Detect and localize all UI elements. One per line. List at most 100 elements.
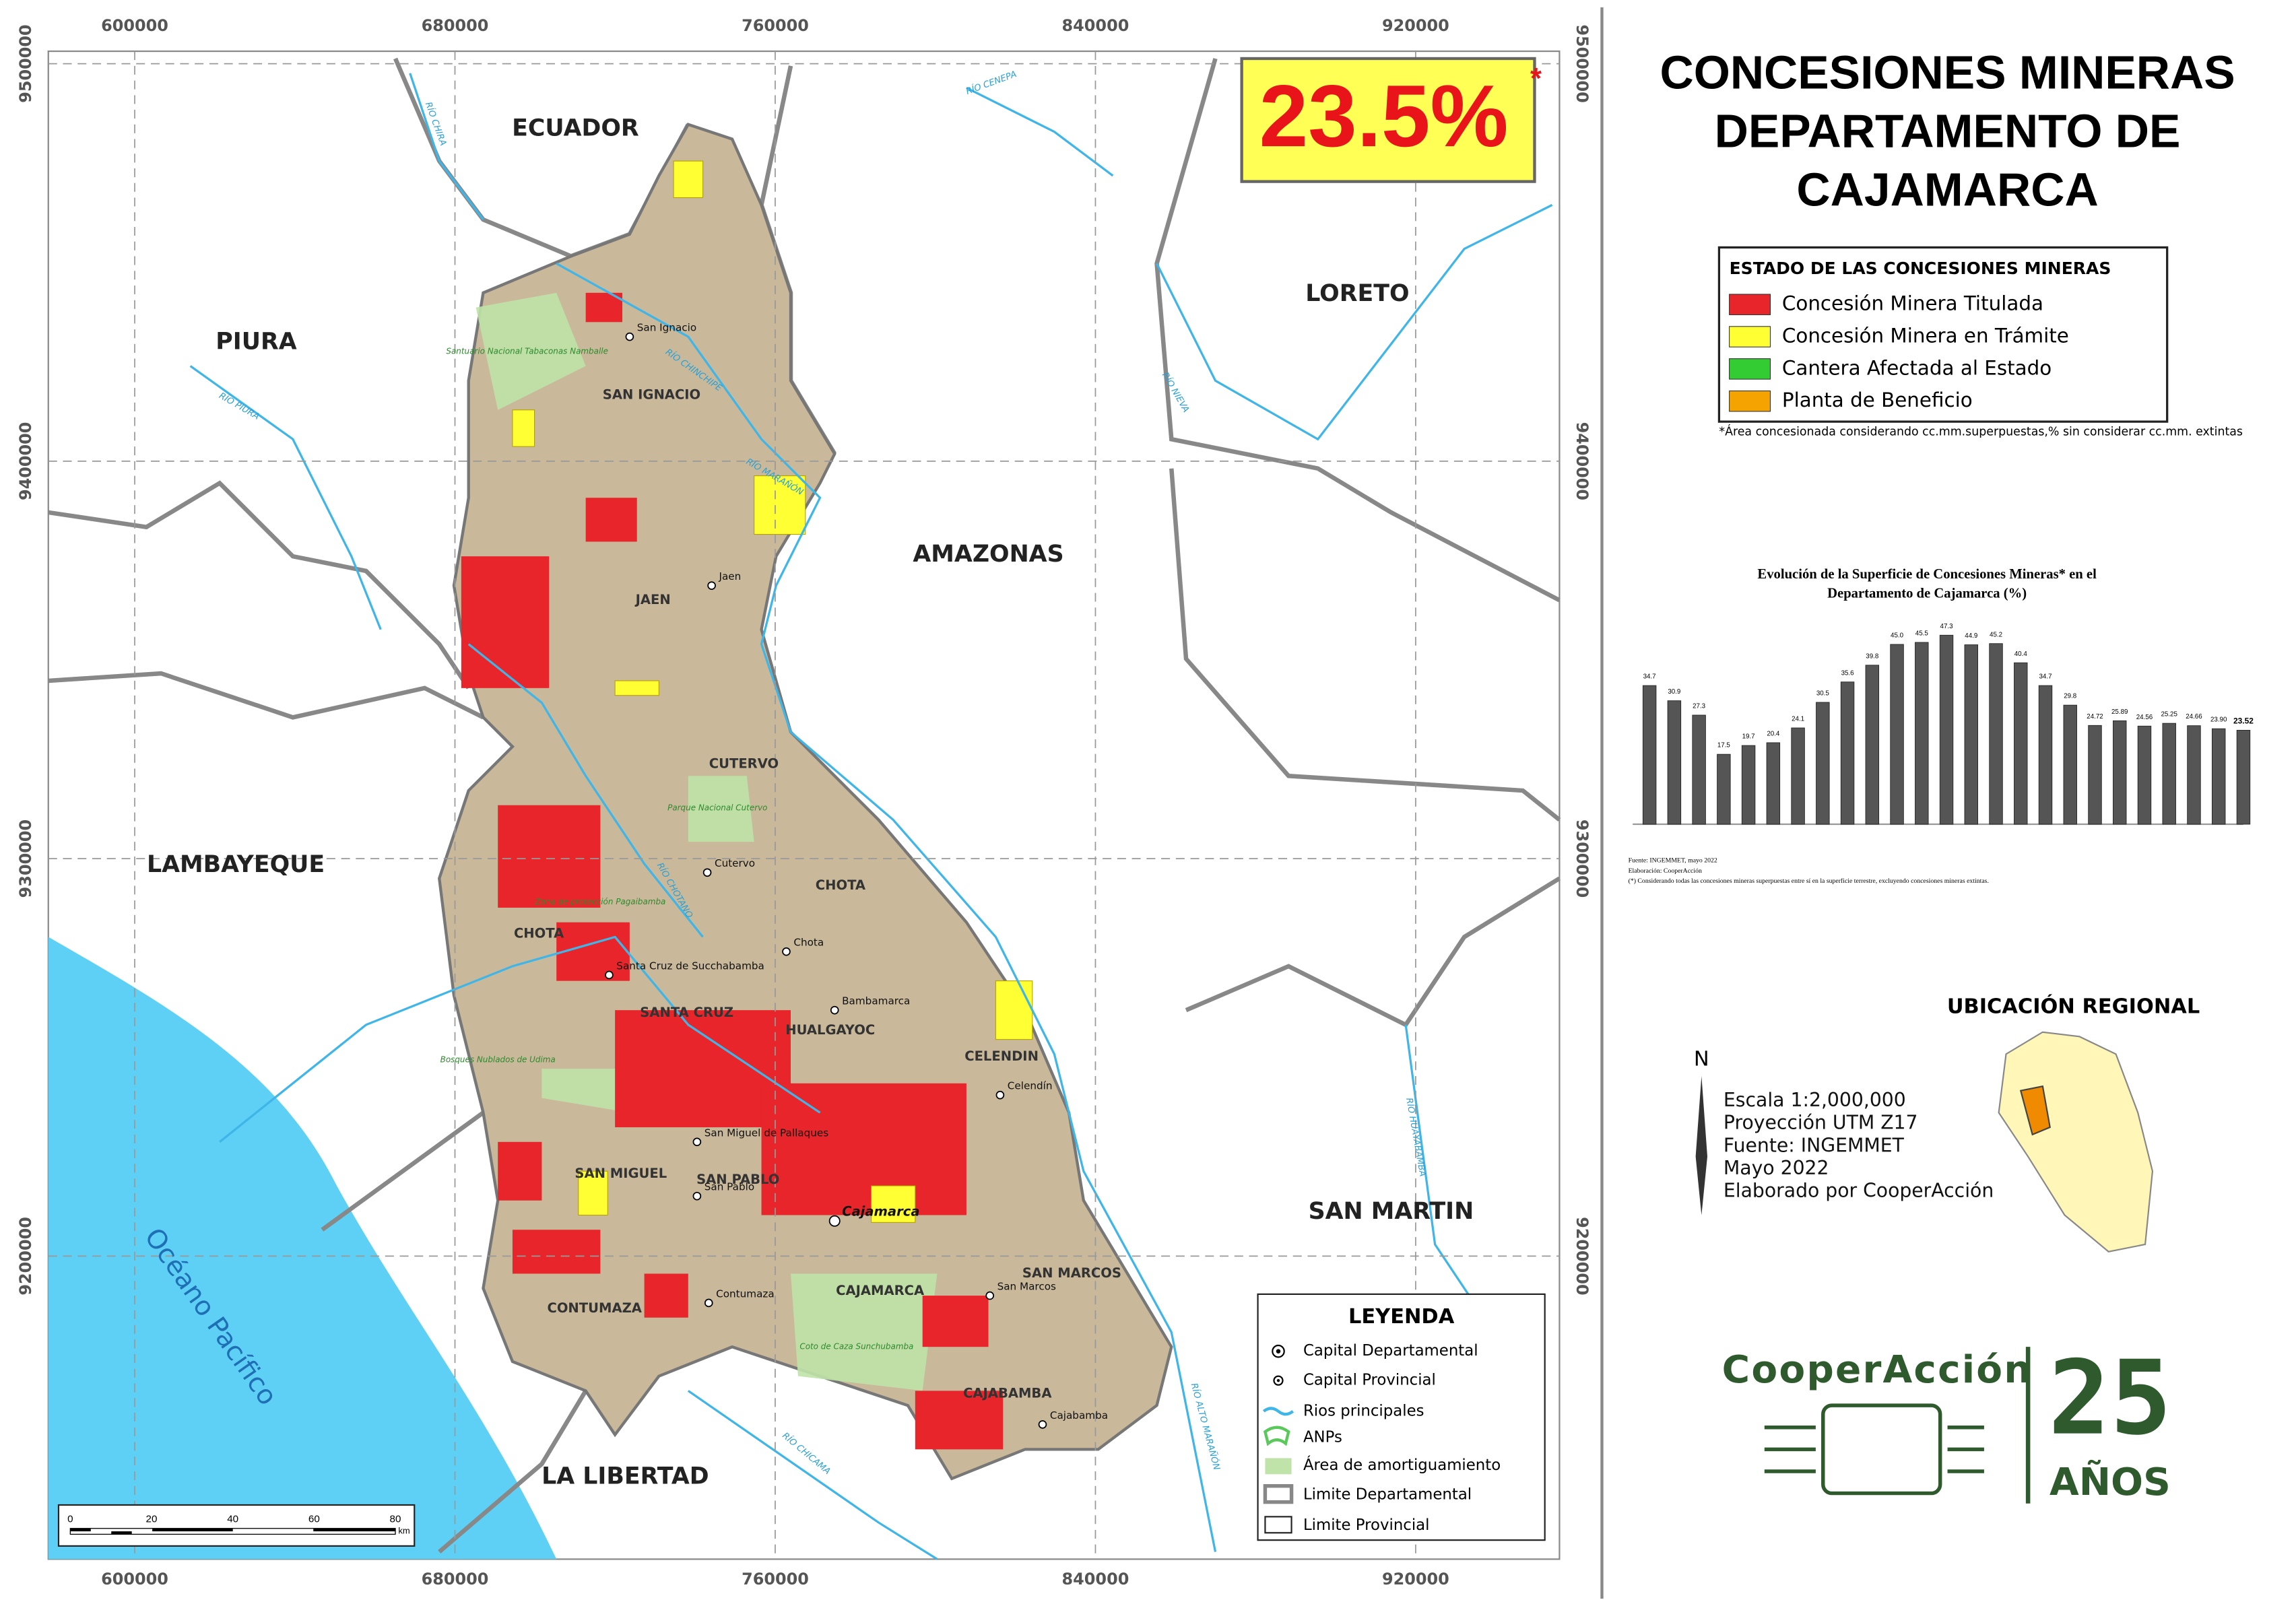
- region-label: ECUADOR: [512, 114, 639, 141]
- city-label: Santa Cruz de Succhabamba: [616, 960, 764, 972]
- bar: [1989, 643, 2003, 825]
- map-legend: [1257, 1293, 1546, 1541]
- logo-years: 25: [2048, 1339, 2171, 1458]
- bar: [2162, 723, 2176, 825]
- province-label: CAJAMARCA: [836, 1283, 925, 1298]
- pending-patches: [512, 160, 1033, 1223]
- legend-label: Concesión Minera Titulada: [1782, 292, 2043, 315]
- bar: [2038, 685, 2053, 825]
- percent: 23.5%: [1259, 67, 1509, 165]
- y-coord-label: 9400000: [1573, 422, 1592, 500]
- x-coord-label: 600000: [101, 16, 168, 35]
- city-marker: [704, 1298, 713, 1308]
- value-label: 39.8: [1866, 653, 1878, 660]
- bar: [1890, 644, 1904, 825]
- bar: [2211, 728, 2226, 825]
- city-marker: [692, 1191, 702, 1201]
- city-marker: [985, 1291, 995, 1300]
- map-legend-label: ANPs: [1303, 1428, 1342, 1446]
- bar: [1642, 685, 1657, 825]
- map-legend-label: Capital Provincial: [1303, 1372, 1436, 1389]
- legend-label: Cantera Afectada al Estado: [1782, 356, 2052, 379]
- x-coord-label: 920000: [1382, 16, 1449, 35]
- city-label: Cajabamba: [1050, 1409, 1108, 1421]
- x-coord-label: 680000: [422, 16, 489, 35]
- city-marker: [828, 1215, 841, 1227]
- value-label: 24.72: [2087, 713, 2103, 721]
- y-coord-label: 9200000: [16, 1217, 35, 1295]
- chart-title: Evolución de la Superficie de Concesione…: [1757, 567, 2097, 582]
- city-label: Contumaza: [716, 1287, 775, 1300]
- value-label: 17.5: [1717, 742, 1731, 749]
- bar: [1964, 644, 1979, 825]
- ocean: [48, 937, 557, 1560]
- bar: [2113, 720, 2127, 825]
- info-line: Mayo 2022: [1724, 1157, 1829, 1179]
- bar: [2187, 725, 2201, 825]
- region-label: PIURA: [216, 329, 296, 356]
- anp-label: Coto de Caza Sunchubamba: [799, 1342, 913, 1351]
- city-marker: [702, 868, 712, 877]
- scale-unit: km: [398, 1526, 409, 1536]
- city-label: Chota: [793, 937, 824, 949]
- y-coord-label: 9500000: [16, 24, 35, 102]
- value-label: 25.25: [2161, 711, 2177, 718]
- city-marker: [830, 1005, 839, 1015]
- province-label: CUTERVO: [709, 756, 779, 771]
- bar: [1865, 665, 1880, 825]
- legend-swatch: [1729, 294, 1771, 315]
- map-legend-label: Capital Departamental: [1303, 1342, 1478, 1360]
- province-label: SAN MARCOS: [1022, 1265, 1121, 1281]
- north-label: N: [1694, 1048, 1709, 1071]
- x-coord-label: 760000: [742, 1570, 809, 1588]
- map-legend-label: Limite Departamental: [1303, 1485, 1472, 1503]
- city-marker: [692, 1137, 702, 1147]
- bar: [1939, 634, 1954, 825]
- value-label: 27.3: [1693, 703, 1705, 710]
- y-coord-label: 9400000: [16, 422, 35, 500]
- logo-years-label: AÑOS: [2049, 1459, 2171, 1504]
- scale-segments: [70, 1528, 396, 1535]
- bar: [1766, 742, 1781, 825]
- value-label: 44.9: [1965, 632, 1977, 640]
- value-label: 34.7: [2039, 673, 2052, 681]
- value-label: 34.7: [1643, 673, 1656, 681]
- province-label: SANTA CRUZ: [640, 1005, 733, 1020]
- scale-label: 0: [67, 1514, 73, 1525]
- province-label: CHOTA: [816, 877, 866, 893]
- y-coord-label: 9500000: [1573, 24, 1592, 102]
- x-coord-label: 840000: [1062, 1570, 1129, 1588]
- percent-box: [1240, 57, 1536, 183]
- scale-label: 60: [308, 1514, 320, 1525]
- location-title: UBICACIÓN REGIONAL: [1947, 993, 2200, 1018]
- city-label: San Miguel de Pallaques: [704, 1127, 829, 1139]
- title-line: CONCESIONES MINERAS: [1660, 46, 2235, 98]
- city-marker: [605, 970, 614, 980]
- graticule: [48, 51, 1560, 1560]
- asterisk: *: [1530, 63, 1542, 95]
- city-marker: [995, 1090, 1005, 1100]
- anp-label: Zona de protección Pagaibamba: [534, 897, 665, 906]
- x-coord-label: 760000: [742, 16, 809, 35]
- value-label: 30.5: [1816, 690, 1830, 698]
- scale-label: 40: [227, 1514, 238, 1525]
- x-coord-label: 600000: [101, 1570, 168, 1588]
- city-label: San Pablo: [704, 1181, 754, 1193]
- logo-name: CooperAcción: [1722, 1348, 2033, 1392]
- value-label: 24.66: [2186, 713, 2202, 721]
- x-coord-label: 680000: [422, 1570, 489, 1588]
- city-label: Jaen: [718, 570, 741, 582]
- title-line: DEPARTAMENTO DE: [1715, 104, 2181, 157]
- bar: [1692, 714, 1706, 825]
- y-coord-label: 9200000: [1573, 1217, 1592, 1295]
- bar: [1816, 702, 1830, 825]
- x-coord-label: 840000: [1062, 16, 1129, 35]
- value-label: 25.89: [2111, 708, 2128, 716]
- city-label: Bambamarca: [842, 995, 910, 1007]
- north-arrow: [1695, 1075, 1708, 1215]
- city-marker: [625, 332, 634, 341]
- scale-box: [57, 1504, 416, 1547]
- bar: [2014, 662, 2028, 825]
- legend-swatch: [1729, 326, 1771, 347]
